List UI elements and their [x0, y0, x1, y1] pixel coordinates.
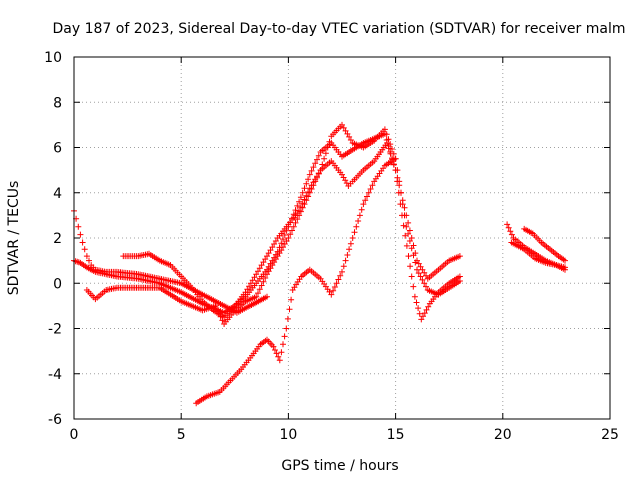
data-markers: [120, 140, 463, 321]
data-layer: [71, 121, 568, 407]
x-tick-label: 25: [601, 427, 619, 443]
data-markers: [508, 239, 568, 271]
x-tick-label: 5: [177, 427, 186, 443]
x-tick-label: 0: [70, 427, 79, 443]
tick-layer: 0 5 10 15 20 25 -6 -4 -2 0 2 4 6 8 10: [44, 50, 619, 443]
grid-layer: [74, 57, 610, 419]
x-tick-label: 20: [494, 427, 512, 443]
x-tick-label: 15: [387, 427, 405, 443]
data-markers: [193, 155, 399, 407]
series-arc-3: [83, 121, 463, 327]
series-arc-4: [120, 140, 463, 321]
series-arc-8: [521, 225, 568, 264]
series-arc-5: [193, 155, 399, 407]
y-tick-label: 4: [53, 186, 62, 202]
y-tick-label: 6: [53, 141, 62, 157]
y-tick-label: 0: [53, 276, 62, 292]
data-markers: [83, 121, 463, 327]
y-tick-label: -2: [48, 322, 62, 338]
y-tick-label: -6: [48, 412, 62, 428]
y-tick-label: -4: [48, 367, 62, 383]
x-tick-label: 10: [279, 427, 297, 443]
plot-frame: [73, 56, 611, 420]
x-axis-label: GPS time / hours: [281, 458, 398, 474]
y-axis-label: SDTVAR / TECUs: [6, 181, 22, 296]
chart-title: Day 187 of 2023, Sidereal Day-to-day VTE…: [53, 21, 626, 37]
y-tick-label: 8: [53, 95, 62, 111]
series-arc-7: [508, 239, 568, 271]
y-tick-label: 10: [44, 50, 62, 66]
y-tick-label: 2: [53, 231, 62, 247]
data-markers: [521, 225, 568, 264]
